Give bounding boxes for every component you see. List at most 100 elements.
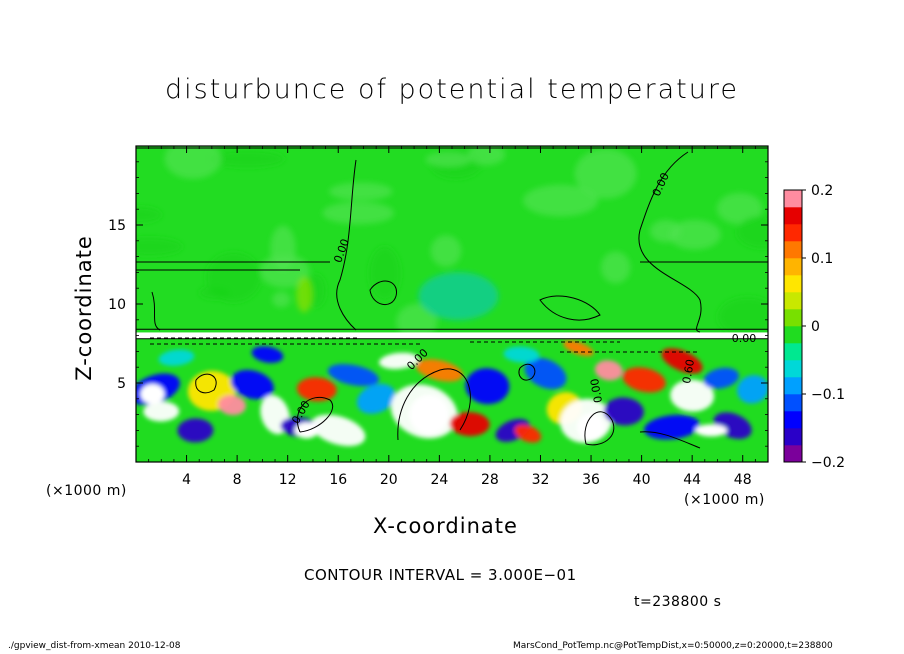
x-tick-label: 16 (329, 472, 347, 488)
upper-patch (164, 146, 222, 179)
colorbar-swatch (784, 411, 802, 429)
eddy-patch (327, 364, 379, 387)
contour-interval-note: CONTOUR INTERVAL = 3.000E−01 (304, 566, 577, 584)
eddy-patch (296, 377, 337, 402)
colorbar-swatch (784, 258, 802, 276)
colorbar-tick-label: −0.2 (811, 455, 845, 471)
upper-patch (649, 219, 682, 243)
upper-region-patches (136, 146, 768, 341)
x-tick-label: 8 (233, 472, 242, 488)
upper-patch (574, 148, 637, 199)
upper-patch (368, 246, 401, 301)
saturated-patch (577, 413, 606, 442)
x-tick-label: 24 (430, 472, 448, 488)
upper-patch (600, 251, 631, 284)
eddy-patch (622, 367, 666, 393)
x-tick-label: 40 (633, 472, 651, 488)
contour-line (195, 373, 217, 394)
x-axis-ticks: 4 8 12 16 20 24 28 32 36 40 44 48 (148, 146, 756, 488)
eddy-patch (378, 352, 419, 370)
eddy-patch (563, 340, 594, 357)
upper-patch (205, 252, 262, 303)
heatmap-field (136, 146, 768, 462)
x-unit-left: (×1000 m) (46, 483, 127, 499)
upper-patch (467, 146, 506, 166)
footer-script-name: ./gpview_dist-from-xmean 2010-12-08 (8, 641, 181, 651)
chart-title: disturbunce of potential temperature (165, 74, 739, 105)
eddy-patch (594, 360, 623, 381)
colorbar-swatch (784, 224, 802, 242)
upper-patch (396, 303, 438, 341)
eddy-patch (670, 379, 715, 412)
colorbar-swatch (784, 275, 802, 293)
upper-patch (430, 235, 462, 267)
x-tick-label: 20 (380, 472, 398, 488)
eddy-patch (503, 346, 540, 363)
saturated-patch (695, 424, 728, 437)
contour-label: 0.00 (732, 332, 757, 345)
contour-line (584, 411, 615, 446)
colorbar-swatch (784, 326, 802, 344)
saturated-inversion-band (136, 328, 768, 340)
contour-line (296, 396, 333, 433)
colorbar-swatch (784, 190, 802, 208)
contour-label: 0.60 (680, 358, 697, 384)
colorbar-swatch (784, 445, 802, 463)
x-axis-label: X-coordinate (373, 514, 518, 538)
inversion-band (136, 332, 768, 339)
eddy-patch (703, 367, 739, 389)
y-axis-ticks: 5 10 15 (108, 161, 768, 447)
upper-patch (523, 184, 599, 217)
upper-patch (136, 206, 162, 223)
colorbar-swatch (784, 377, 802, 395)
colorbar: 0.2 0.1 0 −0.1 −0.2 (783, 183, 845, 471)
upper-patch (210, 150, 285, 168)
y-axis-label: Z-coordinate (72, 235, 96, 381)
eddy-patch (603, 397, 644, 426)
contour-line (639, 431, 701, 449)
eddy-patch (449, 412, 490, 437)
eddy-patch (251, 346, 284, 363)
x-tick-label: 4 (182, 472, 191, 488)
colorbar-swatch (784, 207, 802, 225)
contour-lines (136, 147, 768, 449)
colorbar-swatch (784, 241, 802, 259)
y-tick-label: 15 (108, 218, 126, 234)
eddy-patch (158, 349, 195, 366)
y-tick-label: 5 (117, 376, 126, 392)
time-stamp: t=238800 s (634, 594, 722, 610)
saturated-patch (409, 394, 450, 435)
colorbar-tick-label: −0.1 (811, 387, 845, 403)
colorbar-swatch (784, 394, 802, 412)
upper-patch (329, 182, 393, 201)
upper-patch (270, 225, 296, 272)
eddy-patch (524, 357, 567, 390)
eddy-patch (661, 348, 703, 374)
x-tick-label: 32 (532, 472, 550, 488)
upper-patch-warm (296, 276, 313, 313)
eddy-patch (230, 369, 274, 400)
upper-patch (322, 201, 395, 225)
upper-patch (736, 215, 768, 249)
contour-line (151, 291, 161, 331)
colorbar-swatch (784, 343, 802, 361)
colorbar-tick-label: 0.1 (811, 251, 833, 267)
contour-label: 0.00 (588, 377, 605, 403)
colorbar-swatch (784, 428, 802, 446)
contour-line (638, 151, 702, 333)
x-tick-label: 12 (279, 472, 297, 488)
footer-data-source: MarsCond_PotTemp.nc@PotTempDist,x=0:5000… (513, 641, 833, 651)
upper-patch-cool (418, 272, 499, 321)
x-tick-label: 36 (582, 472, 600, 488)
eddy-patch (465, 368, 510, 405)
eddy-patch (143, 401, 180, 422)
upper-patch (272, 291, 291, 308)
upper-patch (668, 219, 721, 250)
x-tick-label: 48 (734, 472, 752, 488)
contour-line (397, 368, 471, 441)
contour-line (336, 159, 357, 331)
colorbar-swatch (784, 360, 802, 378)
upper-patch (136, 237, 183, 256)
contour-line (539, 295, 601, 321)
